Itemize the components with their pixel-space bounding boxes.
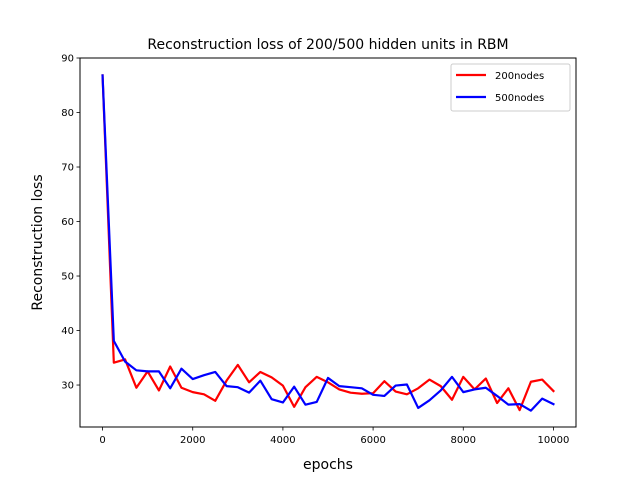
y-tick-label: 80 (61, 108, 74, 119)
legend: 200nodes 500nodes (450, 63, 571, 112)
series-line-200nodes (101, 74, 556, 412)
y-tick-label: 60 (61, 217, 74, 228)
legend-label-500nodes: 500nodes (495, 93, 544, 104)
y-tick-label: 30 (61, 381, 74, 392)
legend-label-200nodes: 200nodes (495, 71, 544, 82)
y-axis-title: Reconstruction loss (30, 174, 46, 310)
y-tick-label: 90 (61, 54, 74, 65)
y-axis: 30 40 50 60 70 80 90 (61, 54, 80, 392)
x-tick-label: 8000 (451, 435, 476, 446)
series-line-500nodes (101, 74, 555, 412)
y-tick-label: 40 (61, 326, 74, 337)
x-tick-label: 2000 (180, 435, 205, 446)
y-tick-label: 50 (61, 272, 74, 283)
x-tick-label: 6000 (360, 435, 385, 446)
y-tick-label: 70 (61, 163, 74, 174)
x-tick-label: 10000 (538, 435, 570, 446)
x-axis-title: epochs (303, 457, 353, 473)
series-layer (101, 74, 556, 412)
x-tick-label: 0 (99, 435, 105, 446)
plot-frame (79, 57, 577, 428)
x-tick-label: 4000 (270, 435, 295, 446)
x-axis: 0 2000 4000 6000 8000 10000 (99, 427, 569, 446)
chart-title: Reconstruction loss of 200/500 hidden un… (147, 37, 508, 53)
